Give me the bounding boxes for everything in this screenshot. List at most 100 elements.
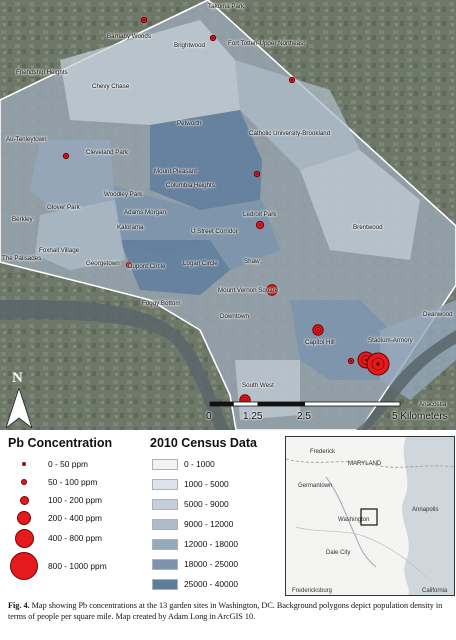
census-legend-swatch bbox=[152, 479, 178, 490]
census-legend-swatch bbox=[152, 499, 178, 510]
pb-legend-symbol bbox=[17, 511, 31, 525]
pb-site-marker[interactable] bbox=[209, 34, 217, 42]
pb-legend-symbol bbox=[22, 462, 26, 466]
place-label: Ledroit Park bbox=[243, 211, 277, 218]
census-legend-label: 25000 - 40000 bbox=[184, 579, 239, 589]
tract-dupont-logan bbox=[120, 240, 230, 295]
pb-legend-symbol bbox=[14, 528, 34, 548]
census-legend-swatch bbox=[152, 579, 178, 590]
tract-columbia-heights bbox=[150, 110, 262, 210]
pb-site-marker[interactable] bbox=[255, 220, 265, 230]
pb-legend-label: 0 - 50 ppm bbox=[48, 459, 89, 469]
tract-adams-morgan bbox=[110, 185, 210, 255]
census-legend: 2010 Census Data 0 - 1000 1000 - 5000 5000… bbox=[150, 436, 280, 596]
scale-tick: 0 bbox=[206, 411, 212, 422]
place-label: Woodley Park bbox=[104, 191, 143, 198]
pb-legend-item: 50 - 100 ppm bbox=[8, 476, 148, 496]
place-label: Fort Totten-Upper Northeast bbox=[228, 40, 305, 47]
place-label: Georgetown bbox=[86, 260, 120, 267]
place-label: Cleveland Park bbox=[86, 149, 128, 156]
north-label: N bbox=[12, 370, 23, 386]
scale-tick: 2.5 bbox=[297, 411, 311, 422]
place-label: U Street Corridor bbox=[191, 228, 238, 235]
place-label: Chevy Chase bbox=[92, 83, 130, 90]
inset-label: Washington bbox=[338, 517, 370, 523]
place-label: Columbia Heights bbox=[166, 182, 215, 189]
pb-site-marker[interactable] bbox=[347, 357, 355, 365]
locator-inset-map: Frederick MARYLAND Germantown Annapolis Wash… bbox=[285, 436, 455, 596]
census-legend-title: 2010 Census Data bbox=[150, 436, 258, 450]
place-label: Brentwood bbox=[353, 224, 383, 231]
pb-legend-title: Pb Concentration bbox=[8, 436, 113, 450]
pb-site-marker[interactable] bbox=[312, 324, 324, 336]
place-label: Logan Circle bbox=[183, 260, 218, 267]
place-label: Anacostia bbox=[419, 401, 447, 408]
pb-site-marker[interactable] bbox=[140, 16, 148, 24]
pb-legend-label: 50 - 100 ppm bbox=[48, 477, 98, 487]
tract-brentwood bbox=[300, 150, 420, 260]
pb-legend-item: 0 - 50 ppm bbox=[8, 458, 148, 478]
pb-legend-symbol bbox=[10, 552, 38, 580]
tract-ledroit bbox=[200, 200, 280, 270]
inset-label: Annapolis bbox=[412, 507, 439, 513]
place-label: South West bbox=[242, 382, 274, 389]
place-label: Berkley bbox=[12, 216, 33, 223]
pb-legend-item: 200 - 400 ppm bbox=[8, 511, 148, 532]
pb-legend-symbol bbox=[21, 479, 27, 485]
pb-site-marker[interactable] bbox=[62, 152, 70, 160]
map-canvas bbox=[0, 0, 456, 430]
place-label: Foxhall Village bbox=[39, 247, 80, 254]
place-label: Deanwood bbox=[423, 311, 453, 318]
place-label: Friendship Heights bbox=[16, 69, 68, 76]
north-arrow-icon bbox=[6, 388, 32, 428]
census-legend-item: 25000 - 40000 bbox=[152, 578, 278, 592]
place-label: Au-Tenleytown bbox=[6, 136, 47, 143]
place-label: Shaw bbox=[244, 258, 260, 265]
census-legend-item: 5000 - 9000 bbox=[152, 498, 278, 512]
place-label: Catholic University-Brookland bbox=[249, 130, 331, 137]
place-label: Stadium-Armory bbox=[368, 337, 413, 344]
caption-text: Map showing Pb concentrations at the 13 … bbox=[8, 601, 443, 621]
census-legend-item: 9000 - 12000 bbox=[152, 518, 278, 532]
pb-site-marker[interactable] bbox=[288, 76, 296, 84]
tract-georgetown bbox=[35, 200, 125, 270]
scale-bar: 0 1.25 2.5 5 Kilometers bbox=[206, 396, 456, 426]
scale-bar-graphic bbox=[209, 401, 401, 407]
tract-southeast bbox=[380, 300, 456, 400]
census-legend-swatch bbox=[152, 519, 178, 530]
census-legend-swatch bbox=[152, 459, 178, 470]
pb-site-marker[interactable] bbox=[366, 352, 390, 376]
caption-label: Fig. 4. bbox=[8, 601, 30, 610]
place-label: Kalorama bbox=[117, 224, 144, 231]
pb-legend-label: 100 - 200 ppm bbox=[48, 495, 103, 505]
pb-site-marker[interactable] bbox=[266, 284, 278, 296]
census-legend-label: 1000 - 5000 bbox=[184, 479, 229, 489]
inset-label: MARYLAND bbox=[348, 461, 382, 467]
place-label: Petworth bbox=[177, 120, 202, 127]
pb-legend-item: 400 - 800 ppm bbox=[8, 528, 148, 552]
place-label: Barnaby Woods bbox=[107, 33, 151, 40]
pb-legend-label: 800 - 1000 ppm bbox=[48, 561, 107, 571]
pb-site-marker[interactable] bbox=[253, 170, 261, 178]
pb-site-marker[interactable] bbox=[125, 261, 133, 269]
census-legend-item: 0 - 1000 bbox=[152, 458, 278, 472]
inset-label: Frederick bbox=[310, 449, 336, 455]
tract-cleveland-park bbox=[30, 140, 115, 215]
inset-label: Fredericksburg bbox=[292, 588, 333, 594]
pb-legend: Pb Concentration 0 - 50 ppm 50 - 100 ppm 1… bbox=[8, 436, 148, 596]
place-label: Dupont Circle bbox=[128, 263, 166, 270]
place-label: Mount Pleasant bbox=[154, 168, 197, 175]
census-legend-item: 12000 - 18000 bbox=[152, 538, 278, 552]
census-legend-label: 5000 - 9000 bbox=[184, 499, 229, 509]
place-label: Adams Morgan bbox=[124, 209, 166, 216]
tract-upper-nw bbox=[60, 20, 240, 125]
map-view[interactable]: Takoma Park Barnaby Woods Brightwood Fort T… bbox=[0, 0, 456, 430]
pb-legend-label: 400 - 800 ppm bbox=[48, 533, 103, 543]
census-legend-label: 12000 - 18000 bbox=[184, 539, 239, 549]
potomac-river bbox=[0, 300, 232, 430]
census-legend-item: 18000 - 25000 bbox=[152, 558, 278, 572]
pb-legend-item: 100 - 200 ppm bbox=[8, 494, 148, 514]
pb-legend-label: 200 - 400 ppm bbox=[48, 513, 103, 523]
inset-label: Germantown bbox=[298, 483, 333, 489]
pb-sample-sites bbox=[62, 16, 390, 406]
